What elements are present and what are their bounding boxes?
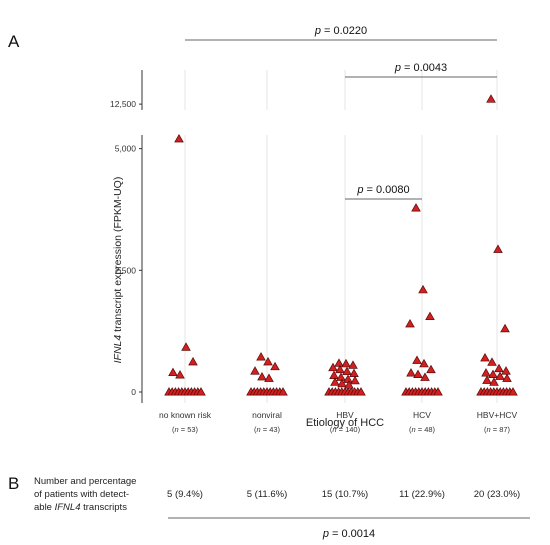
data-point-38 bbox=[480, 353, 490, 362]
table-p-value: p = 0.0014 bbox=[322, 528, 375, 540]
table-value-4: 20 (23.0%) bbox=[474, 489, 520, 500]
data-point-18 bbox=[329, 370, 339, 379]
category-label-0: no known risk bbox=[159, 410, 212, 420]
data-point-27 bbox=[425, 311, 435, 321]
data-point-26 bbox=[418, 284, 428, 294]
table-row-label-line3: able IFNL4 transcripts bbox=[34, 502, 127, 513]
data-points bbox=[164, 94, 518, 396]
y-axis-label: IFNL4 transcript expression (FPKM-UQ) bbox=[112, 177, 124, 364]
data-point-24 bbox=[344, 380, 354, 389]
data-point-5 bbox=[256, 352, 266, 361]
table-value-3: 11 (22.9%) bbox=[399, 489, 445, 500]
data-point-28 bbox=[405, 318, 415, 328]
zero-point-0-32 bbox=[196, 387, 206, 396]
category-n-4: (n = 87) bbox=[484, 425, 511, 434]
data-point-10 bbox=[264, 373, 274, 382]
data-point-6 bbox=[263, 356, 273, 366]
data-point-8 bbox=[250, 366, 260, 375]
data-point-15 bbox=[335, 364, 345, 374]
data-point-17 bbox=[349, 368, 359, 378]
data-point-42 bbox=[481, 368, 491, 377]
data-point-22 bbox=[330, 377, 340, 386]
x-axis-label: Etiology of HCC bbox=[306, 417, 384, 429]
data-point-9 bbox=[257, 372, 267, 381]
data-point-36 bbox=[493, 244, 503, 253]
gridlines bbox=[184, 70, 498, 403]
category-n-1: (n = 43) bbox=[254, 425, 281, 434]
data-point-19 bbox=[336, 372, 346, 381]
zero-point-3-32 bbox=[433, 387, 443, 396]
panel-a-label: A bbox=[8, 32, 20, 51]
category-n-2: (n = 140) bbox=[330, 425, 361, 434]
zero-point-1-32 bbox=[278, 387, 288, 396]
data-point-37 bbox=[500, 323, 510, 333]
data-point-33 bbox=[413, 369, 423, 378]
table-row-label-line2: of patients with detect- bbox=[34, 489, 129, 500]
data-point-30 bbox=[419, 358, 429, 368]
data-point-4 bbox=[175, 370, 185, 379]
data-point-23 bbox=[337, 378, 347, 388]
data-point-7 bbox=[270, 361, 280, 371]
data-point-46 bbox=[482, 375, 492, 384]
data-point-39 bbox=[487, 357, 497, 366]
category-label-2: HBV bbox=[336, 410, 354, 420]
data-point-35 bbox=[486, 94, 496, 103]
data-point-11 bbox=[334, 358, 344, 367]
data-point-1 bbox=[181, 342, 191, 351]
data-point-47 bbox=[489, 377, 499, 386]
zero-point-4-32 bbox=[508, 387, 518, 396]
bracket-p-value-0: p = 0.0220 bbox=[314, 25, 367, 37]
y-tick-label-1: 2,500 bbox=[115, 265, 137, 275]
zero-point-2-32 bbox=[356, 387, 366, 396]
data-point-25 bbox=[411, 203, 421, 212]
y-tick-label-0: 0 bbox=[131, 387, 136, 397]
panel-b-label: B bbox=[8, 474, 19, 493]
y-axis-ticks: 0 2,500 5,000 12,500 bbox=[110, 99, 142, 397]
data-point-43 bbox=[488, 369, 498, 378]
data-point-32 bbox=[406, 368, 416, 377]
table-value-0: 5 (9.4%) bbox=[167, 489, 203, 500]
data-point-45 bbox=[502, 373, 512, 382]
data-point-2 bbox=[188, 356, 198, 366]
bracket-p-value-2: p = 0.0080 bbox=[356, 184, 409, 196]
data-point-12 bbox=[341, 358, 351, 368]
data-point-34 bbox=[420, 372, 430, 381]
category-n-0: (n = 53) bbox=[172, 425, 199, 434]
x-axis-categories: no known risk (n = 53) nonviral (n = 43) HBV… bbox=[159, 410, 518, 434]
category-label-1: nonviral bbox=[252, 410, 282, 420]
category-label-3: HCV bbox=[413, 410, 431, 420]
data-point-0 bbox=[174, 133, 184, 143]
detection-table: Number and percentage of patients with d… bbox=[34, 476, 530, 540]
data-point-14 bbox=[328, 362, 338, 372]
category-n-3: (n = 48) bbox=[409, 425, 436, 434]
category-label-4: HBV+HCV bbox=[477, 410, 518, 420]
data-point-31 bbox=[426, 364, 436, 374]
table-value-1: 5 (11.6%) bbox=[247, 489, 287, 500]
table-values: 5 (9.4%) 5 (11.6%) 15 (10.7%) 11 (22.9%) 20 … bbox=[167, 489, 520, 500]
data-point-29 bbox=[412, 355, 422, 364]
data-point-21 bbox=[350, 375, 360, 385]
y-tick-label-2: 5,000 bbox=[115, 144, 137, 154]
data-point-13 bbox=[348, 360, 358, 369]
data-point-44 bbox=[495, 371, 505, 380]
table-row-label-line1: Number and percentage bbox=[34, 476, 136, 487]
data-point-3 bbox=[168, 367, 178, 377]
table-value-2: 15 (10.7%) bbox=[322, 489, 368, 500]
significance-brackets: p = 0.0220 p = 0.0043 p = 0.0080 bbox=[185, 25, 497, 200]
bracket-p-value-1: p = 0.0043 bbox=[394, 62, 447, 74]
data-point-41 bbox=[501, 366, 511, 375]
y-tick-label-3: 12,500 bbox=[110, 99, 136, 109]
data-point-16 bbox=[342, 366, 352, 376]
data-point-40 bbox=[494, 363, 504, 373]
